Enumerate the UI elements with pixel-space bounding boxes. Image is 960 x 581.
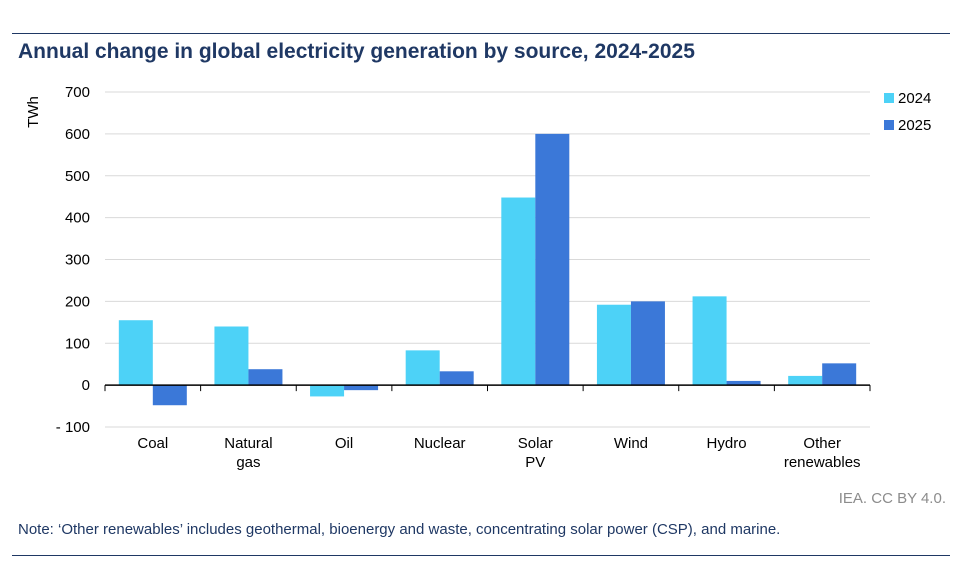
bar-2024-2 (310, 385, 345, 397)
category-label: Wind (614, 435, 648, 452)
y-tick-label: 300 (65, 252, 90, 269)
bar-2025-3 (439, 371, 474, 386)
category-label: Coal (137, 435, 168, 452)
legend-swatch-2024 (884, 93, 894, 103)
bar-2024-0 (118, 320, 153, 386)
chart-title: Annual change in global electricity gene… (18, 40, 695, 63)
category-label: Solar PV (518, 435, 553, 471)
category-label: Oil (335, 435, 353, 452)
y-tick-label: 600 (65, 126, 90, 143)
bar-2024-4 (501, 197, 536, 386)
y-tick-label: 500 (65, 168, 90, 185)
bar-2025-6 (726, 380, 761, 386)
y-tick-label: 400 (65, 210, 90, 227)
y-tick-label: 700 (65, 84, 90, 101)
bar-2025-2 (344, 385, 379, 391)
top-rule (12, 33, 950, 34)
bar-2024-5 (596, 304, 631, 386)
bar-2025-1 (248, 369, 283, 386)
bar-2025-5 (630, 301, 665, 386)
category-label: Other renewables (784, 435, 861, 471)
bar-2024-3 (405, 350, 440, 386)
legend-swatch-2025 (884, 120, 894, 130)
bottom-rule (12, 555, 950, 556)
source-credit: IEA. CC BY 4.0. (838, 490, 946, 507)
bar-chart: - 100 0 100 200 300 400 500 600 700 TWh Coal Natura… (25, 84, 931, 471)
bar-2024-6 (692, 296, 727, 386)
chart-note: Note: ‘Other renewables’ includes geothe… (18, 521, 781, 538)
y-tick-label: 200 (65, 293, 90, 310)
category-label: Hydro (707, 435, 747, 452)
bar-2025-0 (152, 385, 187, 406)
category-label: Nuclear (414, 435, 466, 452)
bar-2025-7 (822, 363, 857, 386)
bar-2024-1 (214, 326, 249, 386)
y-axis-label: TWh (25, 96, 42, 128)
y-tick-label: 0 (82, 377, 90, 394)
bar-2025-4 (535, 133, 570, 386)
y-tick-label: 100 (65, 335, 90, 352)
legend-label-2025: 2025 (898, 117, 931, 134)
category-label: Natural gas (224, 435, 272, 471)
bar-2024-7 (788, 375, 823, 386)
y-tick-label: - 100 (56, 419, 90, 436)
legend-label-2024: 2024 (898, 90, 931, 107)
